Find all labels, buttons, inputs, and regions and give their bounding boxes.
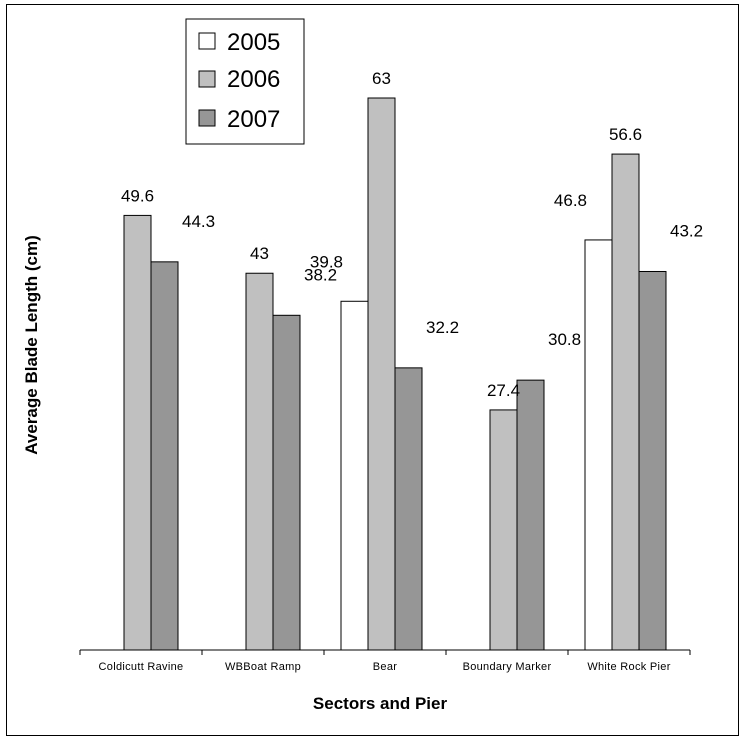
bar-2006-2	[367, 97, 396, 651]
bar-2005-2	[340, 300, 369, 651]
data-label-2005-2: 39.8	[310, 252, 343, 271]
bar-2007-2	[394, 367, 423, 651]
data-labels-layer: 49.6 44.3 43 38.239.8 63 32.2 27.4 30.8 46.8 56.6…	[121, 69, 703, 400]
data-label-2007-4: 43.2	[670, 221, 703, 240]
bar-2007-0	[150, 261, 179, 651]
bar-2006-4	[611, 153, 640, 651]
legend-label-2005: 2005	[227, 29, 280, 56]
bar-2006-1	[245, 272, 274, 651]
legend-label-2006: 2006	[227, 66, 280, 93]
bars-layer	[123, 97, 667, 651]
legend-swatch-2006	[198, 70, 216, 88]
x-tick-label-2: Bear	[373, 661, 397, 673]
data-label-2007-2: 32.2	[426, 318, 459, 337]
data-label-2006-1: 43	[250, 244, 269, 263]
x-axis-title: Sectors and Pier	[313, 694, 448, 713]
chart-frame	[6, 4, 739, 736]
data-label-2007-1: 38.2	[304, 265, 337, 284]
bar-2007-4	[638, 270, 667, 651]
bar-2006-3	[489, 409, 518, 651]
bar-2006-0	[123, 214, 152, 651]
x-tick-label-3: Boundary Marker	[463, 661, 552, 673]
data-label-2006-0: 49.6	[121, 186, 154, 205]
data-label-2006-4: 56.6	[609, 125, 642, 144]
legend-swatch-2007	[198, 109, 216, 127]
data-label-2006-2: 63	[372, 69, 391, 88]
data-label-2006-3: 27.4	[487, 381, 520, 400]
legend-label-2007: 2007	[227, 106, 280, 133]
x-tick-label-1: WBBoat Ramp	[225, 661, 301, 673]
x-ticks-layer: Coldicutt Ravine WBBoat Ramp Bear Boundary …	[79, 650, 691, 673]
data-label-2005-4: 46.8	[554, 191, 587, 210]
bar-2007-3	[516, 379, 545, 651]
x-tick-label-0: Coldicutt Ravine	[99, 661, 184, 673]
x-tick-label-4: White Rock Pier	[587, 661, 670, 673]
y-axis-title: Average Blade Length (cm)	[22, 235, 41, 454]
legend-swatch-2005	[198, 32, 216, 50]
data-label-2007-0: 44.3	[182, 212, 215, 231]
legend: 2005 2006 2007	[185, 18, 305, 145]
data-label-2007-3: 30.8	[548, 330, 581, 349]
bar-2005-4	[584, 239, 613, 651]
bar-2007-1	[272, 314, 301, 651]
